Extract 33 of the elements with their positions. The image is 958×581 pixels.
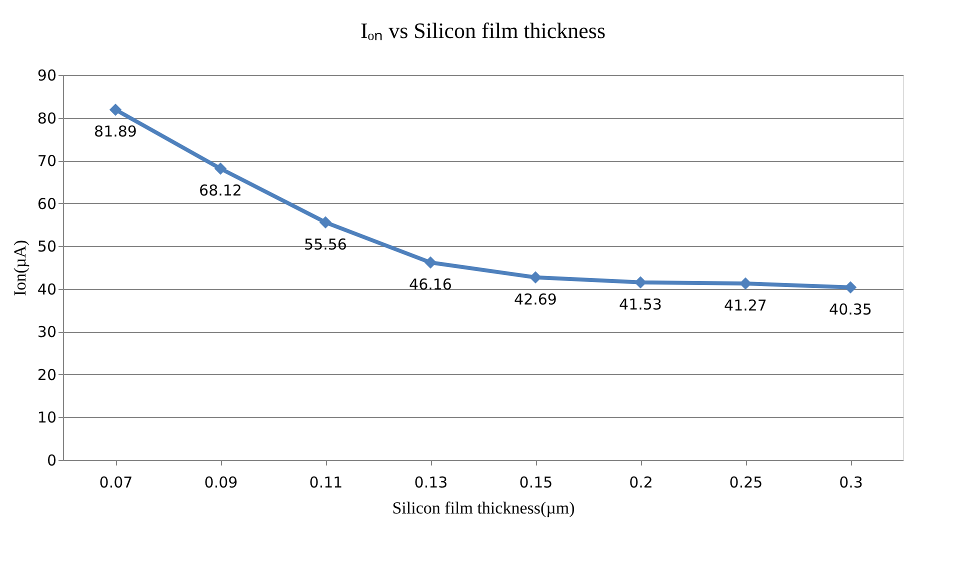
data-label: 68.12 (199, 182, 242, 200)
y-tick-label: 10 (37, 408, 56, 427)
x-tick-label: 0.07 (99, 474, 133, 492)
data-label: 46.16 (409, 276, 452, 294)
y-tick-label: 20 (37, 366, 56, 384)
y-axis-title: Ion(µA) (10, 240, 30, 296)
data-label: 41.53 (619, 295, 662, 314)
point (319, 216, 332, 228)
x-tick-label: 0.09 (204, 474, 238, 492)
data-label: 81.89 (94, 122, 137, 141)
y-tick-label: 50 (37, 238, 56, 256)
data-label: 42.69 (514, 290, 557, 308)
y-tick-label: 0 (46, 452, 56, 470)
x-tick-label: 0.25 (729, 474, 763, 492)
chart-title: Iₒₙ vs Silicon film thickness (360, 18, 606, 43)
point (424, 256, 437, 269)
x-tick-label: 0.13 (414, 474, 448, 492)
data-label: 40.35 (829, 300, 872, 318)
data-label: 41.27 (724, 296, 767, 314)
x-tick-label: 0.3 (839, 474, 863, 492)
y-tick-label: 60 (37, 194, 56, 213)
x-axis-title: Silicon film thickness(µm) (392, 498, 575, 518)
x-tick-label: 0.11 (309, 474, 343, 492)
point (109, 104, 122, 116)
point (214, 162, 227, 175)
y-tick-label: 90 (37, 66, 56, 84)
y-tick-label: 40 (37, 280, 56, 298)
y-tick-label: 80 (37, 109, 56, 128)
x-tick-label: 0.15 (519, 474, 553, 492)
data-label: 55.56 (304, 235, 347, 254)
y-tick-label: 70 (37, 152, 56, 170)
y-tick-label: 30 (37, 323, 56, 342)
x-tick-label: 0.2 (629, 474, 653, 492)
